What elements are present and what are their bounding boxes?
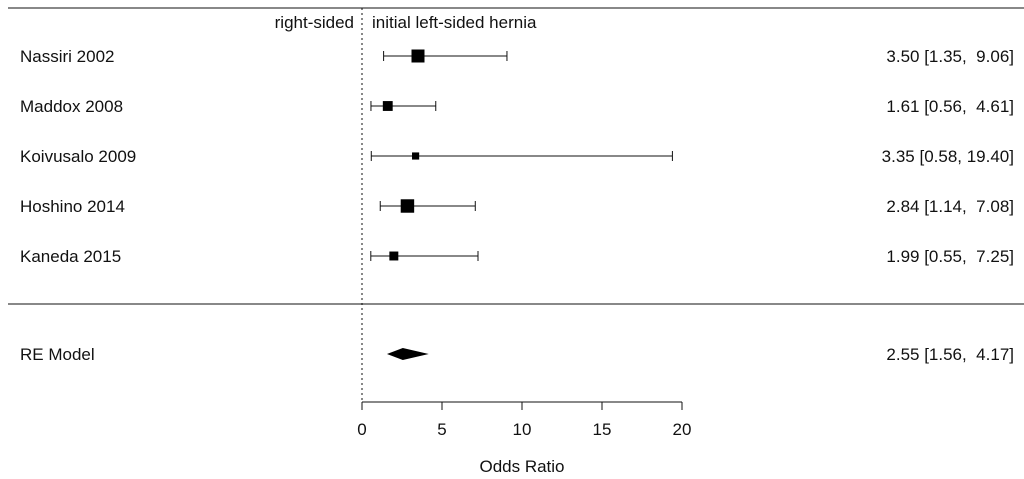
study-ci-text: 1.99 [0.55, 7.25] [886,247,1014,266]
x-tick-label: 10 [513,420,532,439]
point-estimate-square [412,152,420,160]
point-estimate-square [411,49,425,63]
summary-label: RE Model [20,345,95,364]
study-label: Maddox 2008 [20,97,123,116]
study-rows: Nassiri 2002 3.50 [1.35, 9.06] Maddox 2008… [20,47,1014,266]
x-tick-label: 5 [437,420,446,439]
x-tick-label: 15 [593,420,612,439]
x-tick-label: 0 [357,420,366,439]
study-ci-text: 1.61 [0.56, 4.61] [886,97,1014,116]
x-axis: 0 5 10 15 20 [357,401,692,439]
study-ci-text: 3.50 [1.35, 9.06] [886,47,1014,66]
summary-ci-text: 2.55 [1.56, 4.17] [886,345,1014,364]
summary-diamond [386,348,429,360]
x-axis-label: Odds Ratio [479,457,564,476]
study-label: Nassiri 2002 [20,47,115,66]
point-estimate-square [382,101,393,111]
study-label: Kaneda 2015 [20,247,121,266]
study-ci-text: 3.35 [0.58, 19.40] [882,147,1014,166]
header-left: right-sided [275,13,354,32]
study-label: Hoshino 2014 [20,197,125,216]
point-estimate-square [389,251,399,261]
point-estimate-square [400,199,415,213]
study-label: Koivusalo 2009 [20,147,136,166]
study-ci-text: 2.84 [1.14, 7.08] [886,197,1014,216]
header-right: initial left-sided hernia [372,13,537,32]
summary-row: RE Model 2.55 [1.56, 4.17] [20,345,1014,364]
x-tick-label: 20 [673,420,692,439]
